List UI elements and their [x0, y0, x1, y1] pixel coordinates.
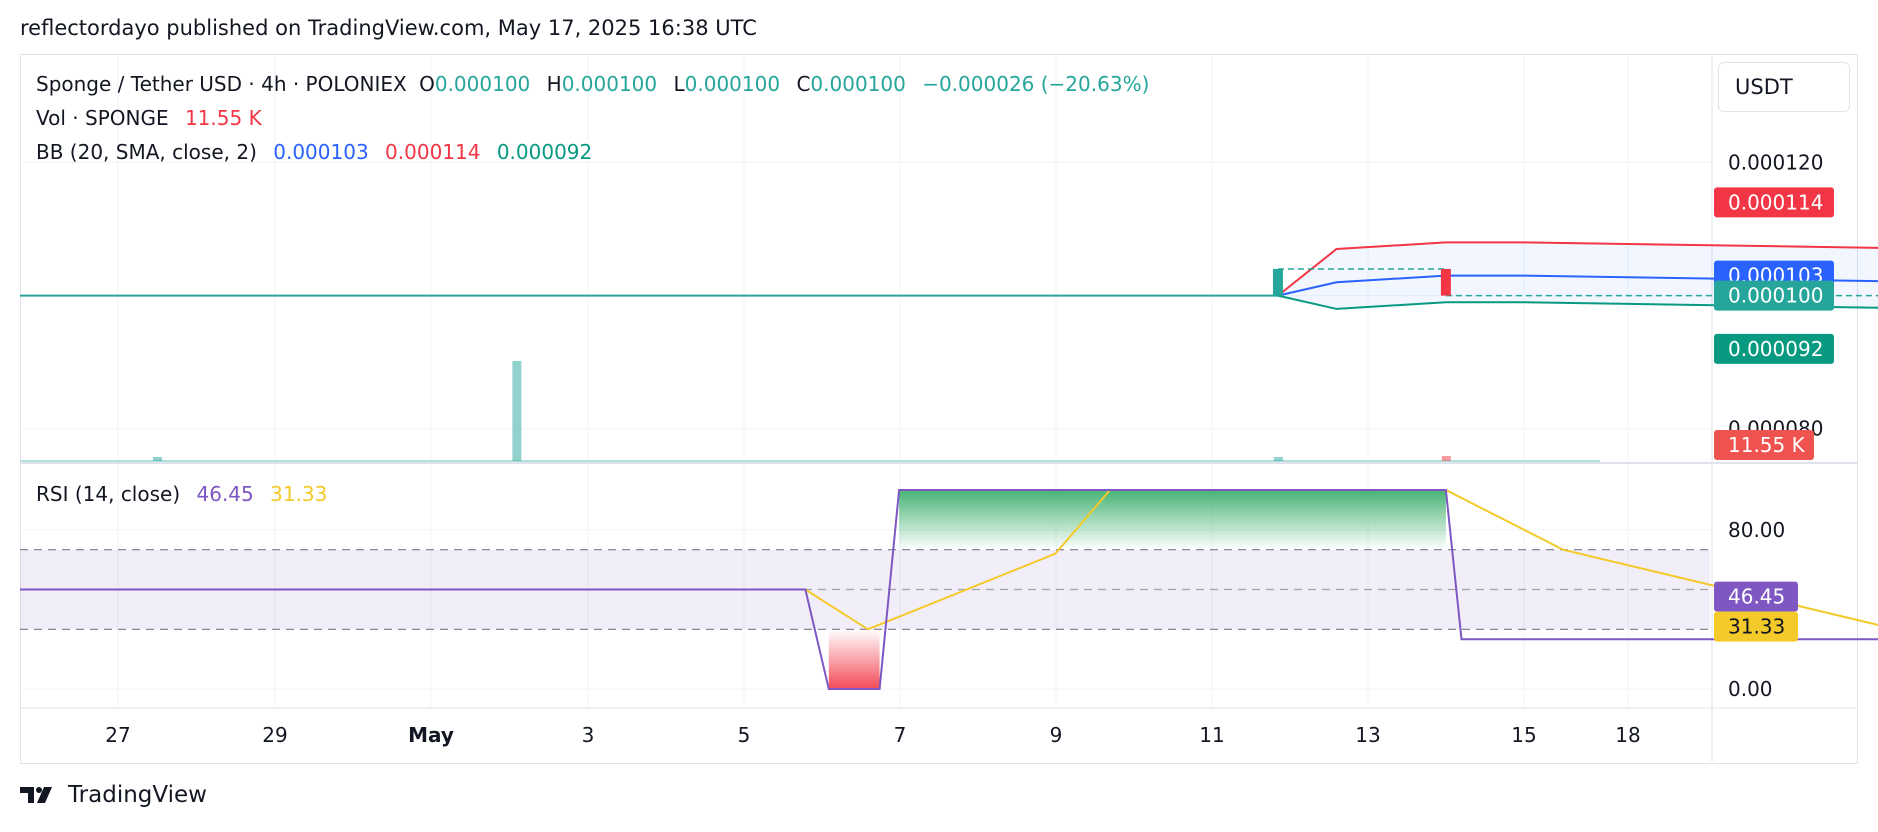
volume-legend[interactable]: Vol · SPONGE 11.55 K — [36, 106, 272, 130]
chart-panel[interactable] — [20, 54, 1858, 764]
ohlc-low: L0.000100 — [673, 72, 780, 96]
symbol-title[interactable]: Sponge / Tether USD · 4h · POLONIEX — [36, 72, 407, 96]
volume-bar — [1441, 456, 1451, 461]
ohlc-high: H0.000100 — [547, 72, 657, 96]
bb-upper-value: 0.000114 — [385, 140, 481, 164]
price-label-badge — [1714, 333, 1834, 364]
bb-basis-value: 0.000103 — [273, 140, 369, 164]
rsi-oversold-fill — [828, 629, 880, 689]
time-axis-tick: 3 — [582, 723, 595, 747]
rsi-value: 46.45 — [196, 482, 254, 506]
candle — [1272, 268, 1283, 296]
open-label: O — [419, 72, 435, 96]
price-label-badge — [1714, 187, 1834, 218]
price-label-text: 0.000100 — [1728, 284, 1823, 308]
volume-label[interactable]: Vol · SPONGE — [36, 106, 169, 130]
low-label: L — [673, 72, 685, 96]
rsi-label-text: 31.33 — [1728, 615, 1785, 639]
volume-label-badge — [1714, 430, 1814, 460]
time-axis-tick: 18 — [1615, 723, 1640, 747]
candle — [1440, 268, 1451, 296]
rsi-overbought-fill — [899, 490, 1446, 550]
ohlc-open: O0.000100 — [419, 72, 530, 96]
low-value: 0.000100 — [684, 72, 781, 96]
time-axis-tick: 13 — [1355, 723, 1380, 747]
price-change: −0.000026 (−20.63%) — [922, 72, 1150, 96]
volume-label-text: 11.55 K — [1728, 433, 1806, 457]
tradingview-logo[interactable]: TradingView — [20, 782, 207, 808]
rsi-label-text: 46.45 — [1728, 585, 1785, 609]
time-axis-tick: May — [408, 723, 454, 747]
volume-bar — [512, 361, 522, 461]
close-label: C — [796, 72, 811, 96]
time-axis-tick: 29 — [262, 723, 287, 747]
bb-upper-line — [1277, 241, 1878, 297]
currency-button[interactable]: USDT — [1718, 62, 1850, 112]
time-axis-tick: 9 — [1050, 723, 1063, 747]
tradingview-logo-text: TradingView — [68, 782, 207, 808]
volume-bar — [153, 457, 163, 461]
symbol-legend[interactable]: Sponge / Tether USD · 4h · POLONIEX O0.0… — [36, 72, 1159, 96]
rsi-ma-value: 31.33 — [270, 482, 328, 506]
rsi-legend[interactable]: RSI (14, close) 46.45 31.33 — [36, 482, 337, 506]
bb-label[interactable]: BB (20, SMA, close, 2) — [36, 140, 257, 164]
price-label-badge — [1714, 280, 1834, 311]
rsi-label-badge — [1714, 611, 1798, 642]
rsi-label[interactable]: RSI (14, close) — [36, 482, 181, 506]
price-label-text: 0.000114 — [1728, 190, 1823, 214]
time-axis-tick: 11 — [1199, 723, 1224, 747]
high-label: H — [546, 72, 562, 96]
time-axis-tick: 27 — [105, 723, 130, 747]
time-axis-tick: 7 — [894, 723, 907, 747]
volume-value: 11.55 K — [184, 106, 262, 130]
price-label-text: 0.000092 — [1728, 337, 1823, 361]
close-value: 0.000100 — [810, 72, 906, 96]
price-axis-tick: 0.000120 — [1728, 150, 1823, 174]
volume-bar — [1273, 457, 1283, 461]
time-axis-tick: 5 — [738, 723, 751, 747]
high-value: 0.000100 — [561, 72, 658, 96]
publisher-header: reflectordayo published on TradingView.c… — [20, 16, 757, 40]
time-axis-tick: 15 — [1511, 723, 1536, 747]
rsi-axis-tick: 80.00 — [1728, 518, 1785, 542]
open-value: 0.000100 — [434, 72, 531, 96]
rsi-axis-tick: 0.00 — [1728, 677, 1773, 701]
rsi-label-badge — [1714, 581, 1798, 612]
ohlc-close: C0.000100 — [796, 72, 905, 96]
rsi-line — [20, 489, 1878, 690]
bb-lower-value: 0.000092 — [496, 140, 593, 164]
bb-legend[interactable]: BB (20, SMA, close, 2) 0.000103 0.000114… — [36, 140, 602, 164]
tradingview-logo-icon — [20, 787, 52, 803]
